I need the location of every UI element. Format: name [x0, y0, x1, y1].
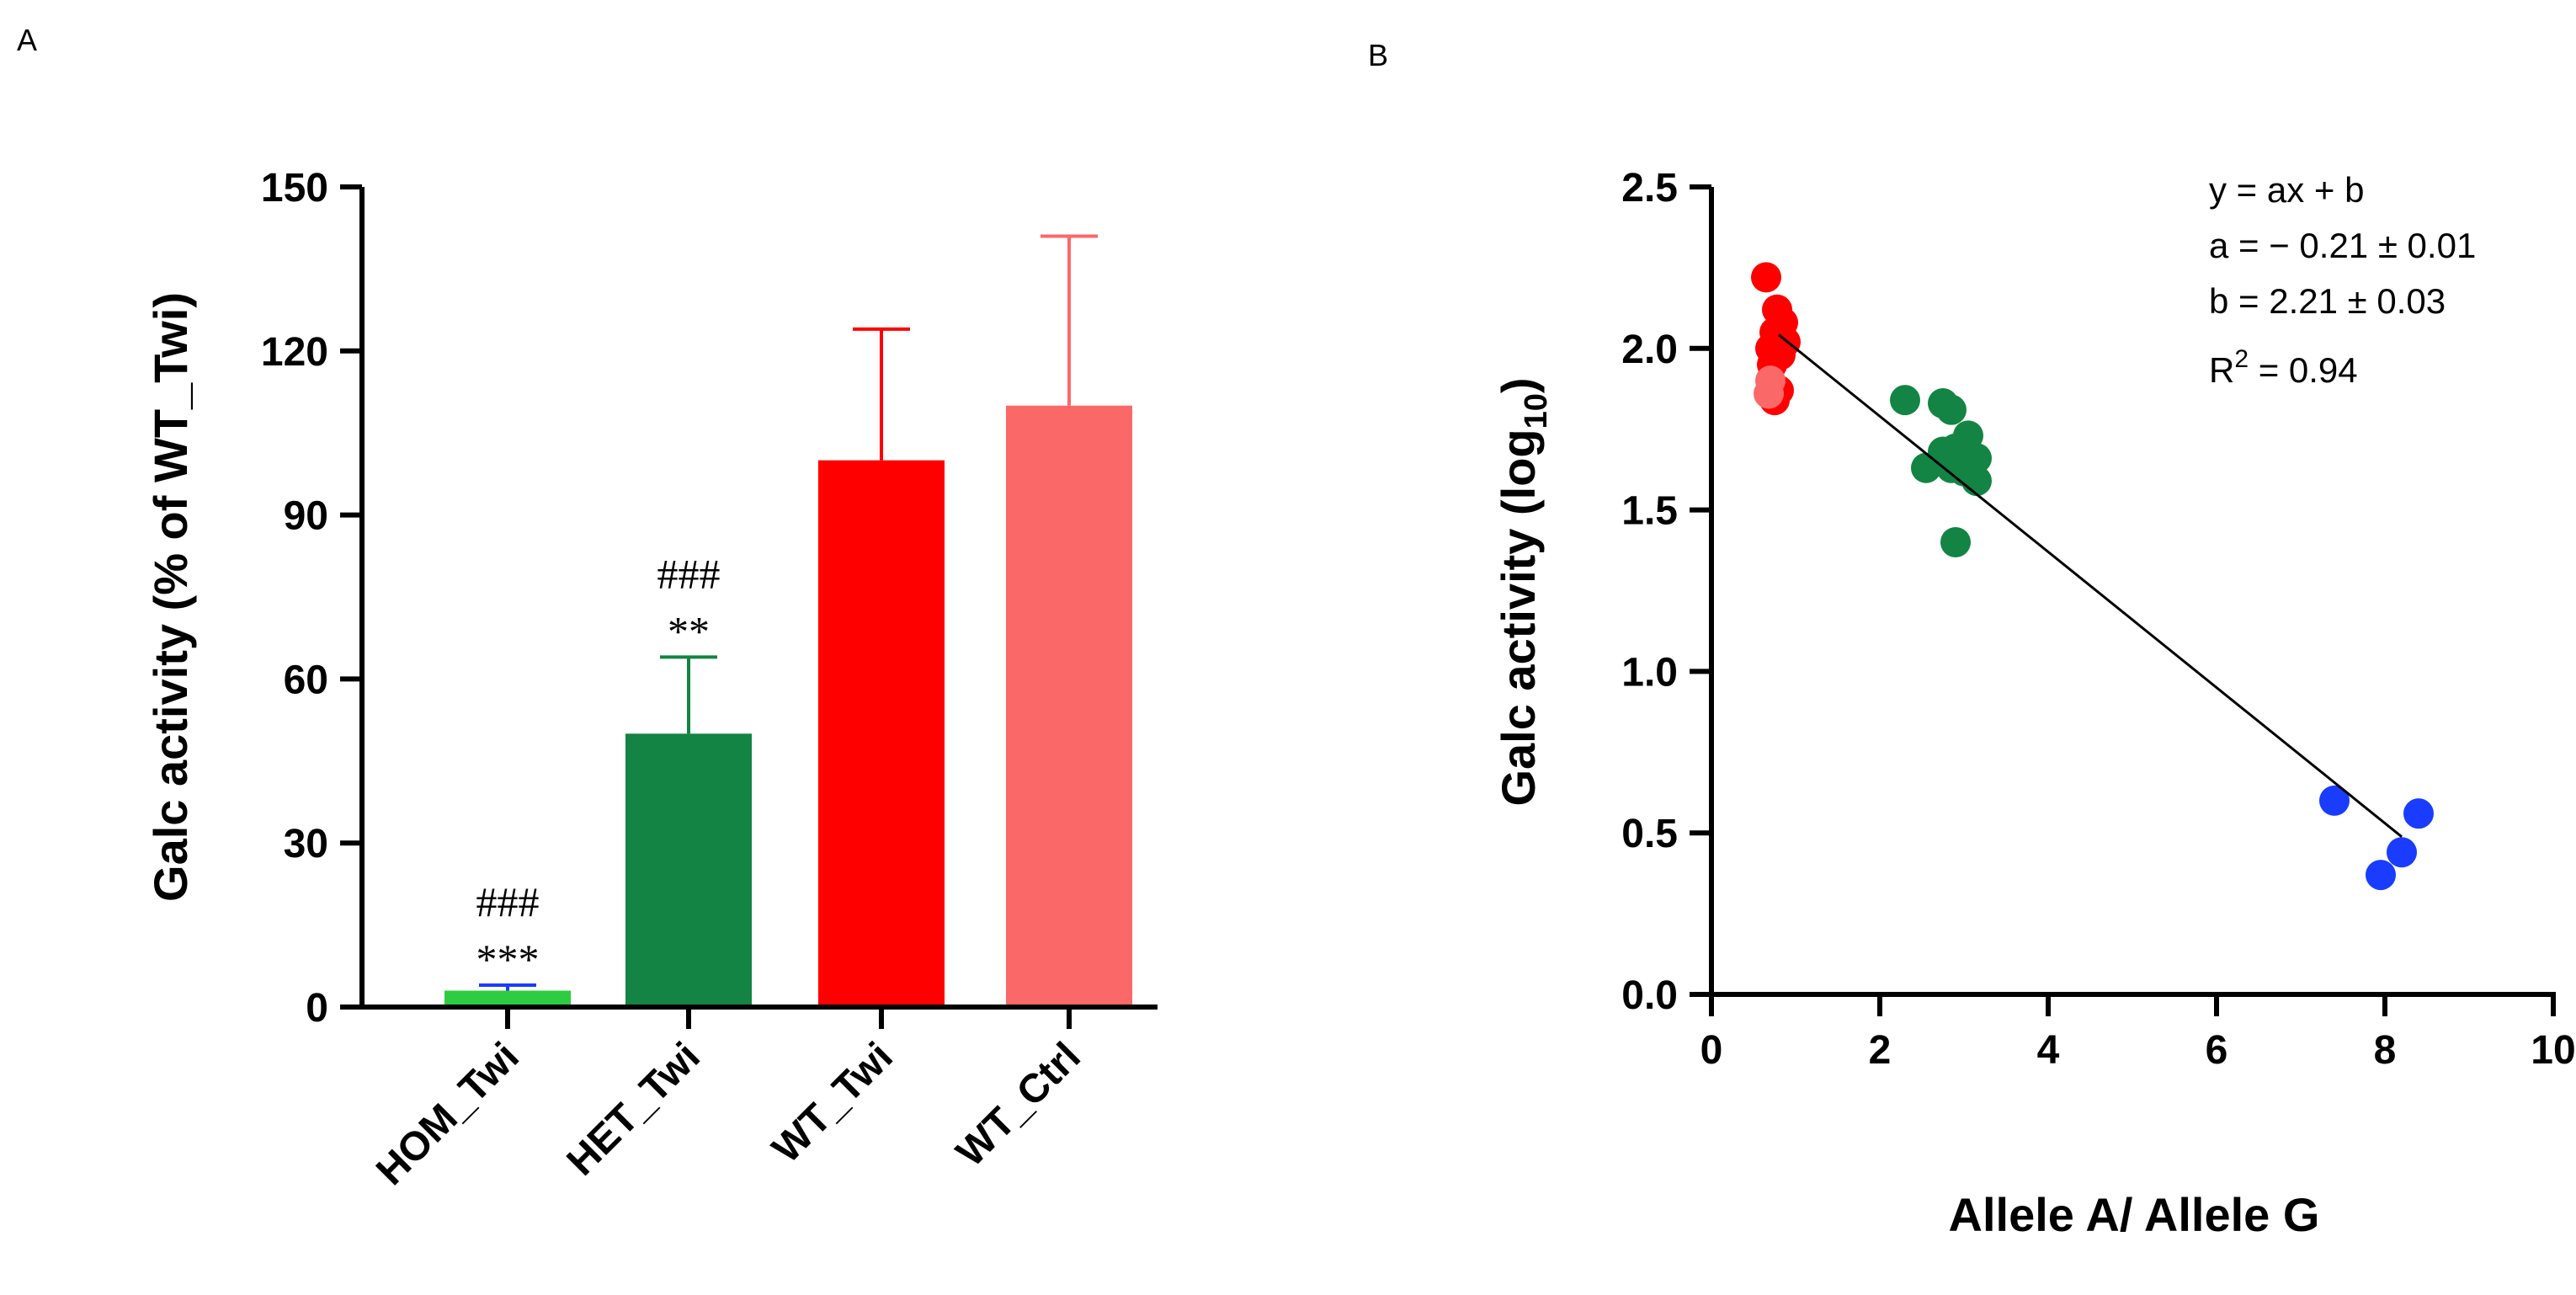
y-tick-label: 0.0: [1621, 973, 1678, 1018]
x-tick-label: 10: [2531, 1028, 2575, 1073]
y-tick-label: 0: [306, 986, 328, 1031]
scatter-x-axis-title: Allele A/ Allele G: [1949, 1188, 2320, 1241]
scatter-y-axis-title: Galc activity (log10): [1492, 377, 1554, 806]
x-tick-label: HET_Twi: [558, 1034, 708, 1184]
bar-hom-twi: [444, 990, 571, 1007]
y-tick-label: 2.5: [1621, 166, 1678, 211]
fit-intercept: b = 2.21 ± 0.03: [2209, 281, 2446, 321]
y-tick-label: 60: [284, 658, 328, 702]
panel-b-letter: B: [1368, 38, 1388, 72]
scatter-point: [1936, 394, 1967, 425]
y-tick-label: 0.5: [1621, 812, 1678, 856]
scatter-point: [2319, 785, 2350, 816]
y-tick-label: 1.0: [1621, 650, 1678, 695]
bar-het-twi: [625, 733, 752, 1007]
panel-a-letter: A: [17, 23, 37, 57]
y-tick-label: 30: [284, 822, 328, 866]
significance-mark: ***: [476, 935, 540, 983]
r2-superscript: 2: [2234, 345, 2249, 373]
fit-r-squared: R2 = 0.94: [2209, 345, 2358, 390]
y-tick-label: 150: [261, 166, 328, 211]
x-tick-label: 4: [2037, 1028, 2060, 1073]
significance-mark: ###: [476, 878, 540, 925]
bar-group: [444, 405, 1132, 1007]
x-tick-label: 0: [1700, 1028, 1723, 1073]
y-axis-title-main: Galc activity (log: [1492, 429, 1545, 806]
x-tick-group: 0 2 4 6 8 10: [1700, 994, 2576, 1073]
bar-wt-twi: [818, 460, 945, 1007]
x-tick-label: WT_Ctrl: [948, 1034, 1089, 1175]
significance-mark: ###: [657, 550, 721, 597]
scatter-point: [2387, 837, 2417, 868]
scatter-point: [2403, 798, 2434, 829]
scatter-points: [1751, 262, 2434, 891]
x-tick-label: 6: [2206, 1028, 2228, 1073]
fit-equation: y = ax + b: [2209, 170, 2364, 210]
y-axis-title-close: ): [1492, 377, 1545, 393]
y-tick-label: 2.0: [1621, 328, 1678, 372]
x-tick-label: HOM_Twi: [368, 1034, 528, 1194]
bar-chart-y-axis-title: Galc activity (% of WT_Twi): [144, 292, 197, 902]
x-tick-label: 2: [1869, 1028, 1892, 1073]
y-tick-group: 0.0 0.5 1.0 1.5 2.0 2.5: [1621, 166, 1711, 1018]
r2-value: = 0.94: [2249, 350, 2358, 390]
y-tick-label: 120: [261, 330, 328, 375]
r2-letter: R: [2209, 350, 2234, 390]
y-tick-group: 0 30 60 90 120 150: [261, 166, 362, 1031]
scatter-chart: 0.0 0.5 1.0 1.5 2.0 2.5 0 2 4 6 8 10 Allele A/ All…: [1492, 166, 2576, 1241]
fit-slope: a = − 0.21 ± 0.01: [2209, 226, 2476, 265]
bar-wt-ctrl: [1006, 405, 1132, 1007]
regression-line: [1778, 333, 2403, 838]
scatter-point: [1751, 262, 1781, 293]
significance-mark: **: [668, 607, 710, 654]
scatter-point: [1961, 466, 1992, 497]
y-tick-label: 90: [284, 494, 328, 539]
scatter-point: [1754, 378, 1784, 409]
fit-annotation: y = ax + b a = − 0.21 ± 0.01 b = 2.21 ± …: [2209, 170, 2476, 390]
y-axis-title-subscript: 10: [1519, 393, 1554, 429]
y-tick-label: 1.5: [1621, 489, 1678, 534]
scatter-point: [1890, 385, 1920, 416]
error-bar-group: [479, 234, 1098, 991]
scatter-point: [1940, 526, 1971, 557]
x-tick-label: 8: [2374, 1028, 2397, 1073]
significance-annotations: ### *** ### **: [476, 550, 721, 983]
x-tick-group: HOM_Twi HET_Twi WT_Twi WT_Ctrl: [368, 1007, 1089, 1194]
x-tick-label: WT_Twi: [764, 1034, 902, 1171]
scatter-point: [2366, 860, 2396, 891]
bar-chart: 0 30 60 90 120 150 HOM_Twi HET_Twi WT_Twi WT_Ctr…: [144, 166, 1158, 1194]
